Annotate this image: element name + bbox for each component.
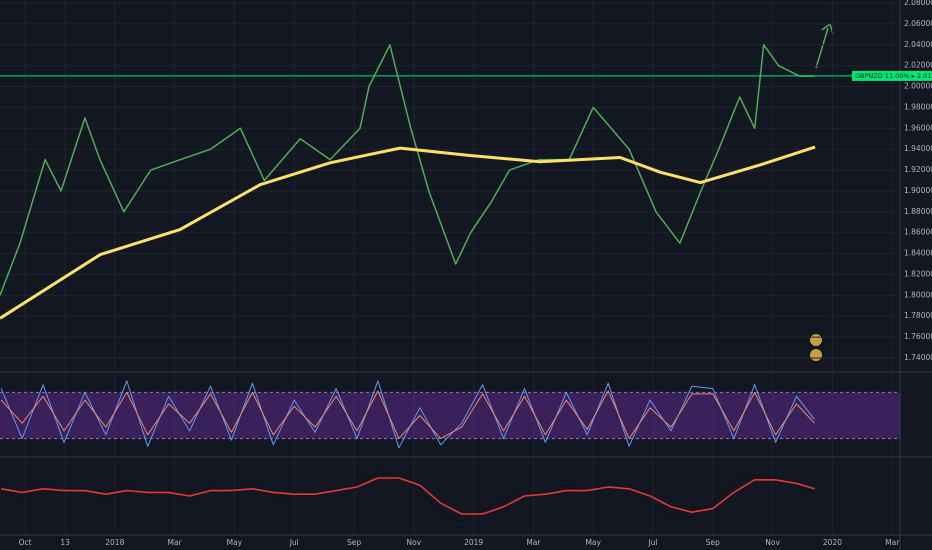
price-label: GBPNZD 11.00% ▸ 2.01018 xyxy=(855,72,932,80)
y-tick-label: 1.98000 xyxy=(904,102,932,111)
y-tick-label: 1.76000 xyxy=(904,332,932,341)
x-tick-label: 2019 xyxy=(464,538,483,547)
x-tick-label: 13 xyxy=(60,538,70,547)
y-tick-label: 1.82000 xyxy=(904,269,932,278)
x-tick-label: Mar xyxy=(885,538,900,547)
y-tick-label: 1.90000 xyxy=(904,186,932,195)
x-tick-label: Sep xyxy=(706,538,720,547)
y-tick-label: 1.88000 xyxy=(904,207,932,216)
y-tick-label: 1.74000 xyxy=(904,353,932,362)
x-tick-label: Jul xyxy=(289,538,299,547)
y-tick-label: 2.00000 xyxy=(904,82,932,91)
y-tick-label: 1.86000 xyxy=(904,228,932,237)
x-tick-label: May xyxy=(227,538,243,547)
y-tick-label: 1.84000 xyxy=(904,249,932,258)
y-tick-label: 2.02000 xyxy=(904,61,932,70)
arrow xyxy=(815,27,829,69)
y-tick-label: 1.80000 xyxy=(904,290,932,299)
y-tick-label: 1.78000 xyxy=(904,311,932,320)
x-tick-label: Sep xyxy=(347,538,361,547)
x-tick-label: Oct xyxy=(19,538,32,547)
event-icon xyxy=(810,349,822,361)
x-tick-label: 2020 xyxy=(823,538,842,547)
x-tick-label: 2018 xyxy=(105,538,124,547)
oscillator-band xyxy=(0,392,900,439)
y-tick-label: 1.94000 xyxy=(904,144,932,153)
y-tick-label: 2.08000 xyxy=(904,0,932,7)
x-tick-label: Nov xyxy=(765,538,780,547)
y-tick-label: 1.92000 xyxy=(904,165,932,174)
price-label-box xyxy=(852,70,932,81)
series-line xyxy=(0,145,816,320)
event-icon xyxy=(810,334,822,346)
x-tick-label: Jul xyxy=(647,538,657,547)
series-line xyxy=(0,44,815,296)
x-tick-label: Mar xyxy=(168,538,183,547)
x-tick-label: Nov xyxy=(407,538,422,547)
x-tick-label: Mar xyxy=(526,538,541,547)
y-tick-label: 2.06000 xyxy=(904,19,932,28)
series-line xyxy=(0,470,815,522)
y-tick-label: 1.96000 xyxy=(904,123,932,132)
y-tick-label: 2.04000 xyxy=(904,40,932,49)
x-tick-label: May xyxy=(585,538,601,547)
series-line xyxy=(1,477,815,515)
series-line xyxy=(0,390,815,440)
